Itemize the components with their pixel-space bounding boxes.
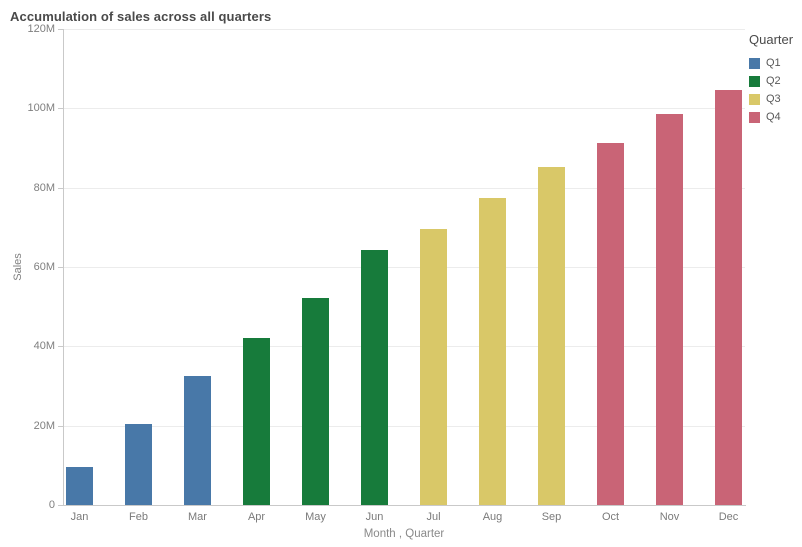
gridline-20m [63, 426, 745, 427]
x-axis-title: Month , Quarter [363, 528, 445, 540]
x-tick-label-jul: Jul [426, 511, 441, 523]
x-tick-label-feb: Feb [129, 511, 148, 523]
bar-sep[interactable] [538, 167, 565, 505]
bar-jan[interactable] [66, 467, 93, 505]
legend-swatch-q3 [749, 94, 760, 105]
legend-title: Quarter [749, 32, 794, 47]
x-tick-label-oct: Oct [601, 511, 620, 523]
bar-may[interactable] [302, 298, 329, 505]
bar-nov[interactable] [656, 114, 683, 505]
legend-label-q1: Q1 [766, 57, 781, 69]
legend-swatch-q4 [749, 112, 760, 123]
legend: Quarter Q1 Q2 Q3 Q4 [749, 32, 793, 130]
gridline-80m [63, 188, 745, 189]
y-tick-label-80m: 80M [33, 182, 55, 194]
x-tick-label-dec: Dec [718, 511, 739, 523]
bar-apr[interactable] [243, 338, 270, 505]
y-axis-ticks [58, 29, 63, 506]
chart-title: Accumulation of sales across all quarter… [10, 9, 272, 24]
legend-item-q4[interactable]: Q4 [749, 112, 793, 123]
y-tick-mark [58, 346, 63, 347]
legend-item-q2[interactable]: Q2 [749, 76, 793, 87]
x-tick-label-sep: Sep [541, 511, 562, 523]
bar-jul[interactable] [420, 229, 447, 505]
y-tick-label-0: 0 [48, 499, 55, 511]
bar-jun[interactable] [361, 250, 388, 505]
legend-swatch-q1 [749, 58, 760, 69]
y-tick-mark [58, 505, 63, 506]
gridline-60m [63, 267, 745, 268]
x-axis-line [63, 505, 746, 506]
x-tick-label-may: May [305, 511, 326, 523]
x-tick-label-jan: Jan [70, 511, 89, 523]
y-axis-line [63, 29, 64, 506]
bar-oct[interactable] [597, 143, 624, 505]
bar-mar[interactable] [184, 376, 211, 505]
y-tick-label-120m: 120M [27, 23, 55, 35]
y-tick-label-60m: 60M [33, 261, 55, 273]
bar-feb[interactable] [125, 424, 152, 505]
legend-label-q4: Q4 [766, 111, 781, 123]
y-tick-label-100m: 100M [27, 102, 55, 114]
y-tick-label-20m: 20M [33, 420, 55, 432]
x-tick-label-mar: Mar [188, 511, 207, 523]
x-axis-tick-labels: Jan Feb Mar Apr May Jun Jul Aug Sep Oct Nov Dec [0, 511, 802, 525]
x-tick-label-nov: Nov [659, 511, 680, 523]
y-tick-mark [58, 29, 63, 30]
gridline-100m [63, 108, 745, 109]
legend-label-q3: Q3 [766, 93, 781, 105]
legend-items: Q1 Q2 Q3 Q4 [749, 58, 793, 123]
legend-item-q3[interactable]: Q3 [749, 94, 793, 105]
y-tick-mark [58, 108, 63, 109]
y-axis-tick-labels: 0 20M 40M 60M 80M 100M 120M [0, 23, 55, 511]
x-tick-label-jun: Jun [365, 511, 384, 523]
legend-label-q2: Q2 [766, 75, 781, 87]
y-tick-mark [58, 426, 63, 427]
gridline-40m [63, 346, 745, 347]
gridline-120m [63, 29, 745, 30]
y-tick-mark [58, 267, 63, 268]
legend-swatch-q2 [749, 76, 760, 87]
x-tick-label-apr: Apr [247, 511, 266, 523]
bar-aug[interactable] [479, 198, 506, 505]
plot-area [63, 29, 745, 505]
x-tick-label-aug: Aug [482, 511, 503, 523]
y-tick-label-40m: 40M [33, 340, 55, 352]
bar-dec[interactable] [715, 90, 742, 505]
y-tick-mark [58, 188, 63, 189]
legend-item-q1[interactable]: Q1 [749, 58, 793, 69]
